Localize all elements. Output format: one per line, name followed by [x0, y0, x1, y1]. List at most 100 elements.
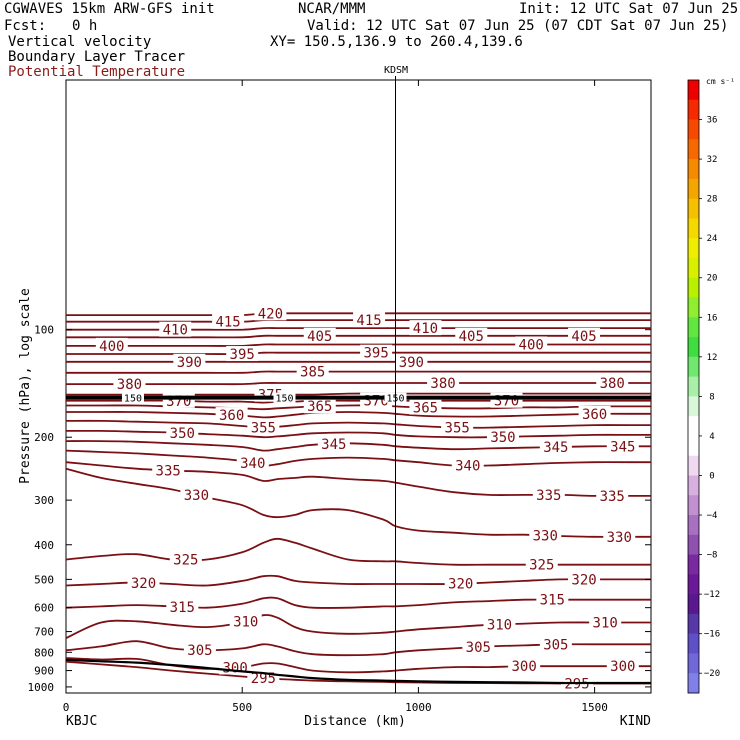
isentrope-label: 345 — [543, 440, 568, 456]
isentrope-label: 350 — [490, 430, 515, 446]
isentrope-label: 380 — [117, 377, 142, 393]
colorbar-label: 4 — [709, 432, 714, 442]
isentrope-label: 355 — [445, 421, 470, 437]
isentrope-label-bg — [539, 439, 572, 455]
colorbar-label: 12 — [707, 353, 718, 363]
y-tick-label: 300 — [34, 494, 54, 507]
colorbar-swatch — [688, 257, 699, 279]
isentrope-label-bg — [427, 374, 460, 390]
isentrope-label-bg — [455, 327, 488, 343]
isentrope-label: 305 — [466, 640, 491, 656]
isentrope-label: 415 — [356, 313, 381, 329]
isentrope-label: 345 — [610, 439, 635, 455]
colorbar-swatch — [688, 317, 699, 338]
isentrope-label: 325 — [173, 553, 198, 569]
y-tick-label: 1000 — [28, 681, 55, 694]
isentrope-405 — [65, 334, 651, 339]
isentrope-label: 400 — [99, 339, 124, 355]
isentrope-375 — [65, 392, 651, 396]
colorbar-label: 20 — [707, 274, 718, 284]
y-tick-label: 500 — [34, 573, 54, 586]
isentrope-label: 360 — [582, 407, 607, 423]
isentrope-label: 365 — [307, 399, 332, 415]
isentrope-label: 310 — [593, 615, 618, 631]
colorbar-unit: cm s⁻¹ — [706, 77, 735, 86]
y-tick-label: 700 — [34, 626, 54, 639]
isentrope-label: 355 — [251, 421, 276, 437]
isentrope-label: 320 — [131, 576, 156, 592]
x-tick-label: 1000 — [405, 701, 432, 714]
colorbar-swatch — [688, 337, 699, 358]
y-tick-label: 400 — [34, 539, 54, 552]
isentrope-label-bg — [596, 374, 629, 390]
station-left-label: KBJC — [66, 714, 97, 729]
isentrope-label-bg — [395, 353, 428, 369]
colorbar-swatch — [688, 99, 699, 120]
colorbar-frame — [687, 79, 700, 694]
isentrope-label-bg — [254, 305, 287, 321]
isentrope-label-bg — [578, 405, 611, 421]
isentrope-385 — [66, 370, 651, 374]
isentrope-355 — [65, 419, 651, 429]
colorbar-swatch — [688, 119, 699, 140]
colorbar-swatch — [688, 356, 699, 378]
isentrope-label: 320 — [448, 577, 473, 593]
station-mid-label: KDSM — [384, 65, 408, 76]
colorbar-swatch — [688, 376, 699, 397]
isentrope-420 — [66, 312, 651, 317]
isentrope-label: 300 — [610, 659, 635, 675]
isentrope-label-bg — [247, 419, 280, 435]
isentrope-label-bg — [353, 312, 386, 328]
fcst-label: Fcst: — [4, 18, 47, 34]
colorbar-swatch — [688, 139, 699, 160]
isentrope-label-bg — [444, 575, 477, 591]
isentrope-label: 295 — [251, 671, 276, 687]
y-tick-label: 600 — [34, 602, 54, 615]
tropopause-label-bg — [273, 392, 296, 403]
isentrope-label-bg — [525, 556, 558, 572]
colorbar-swatch — [688, 198, 699, 219]
colorbar-label: −12 — [704, 590, 720, 600]
isentrope-label: 405 — [459, 329, 484, 345]
isentrope-label: 335 — [156, 463, 181, 479]
x-tick-label: 500 — [232, 701, 252, 714]
isentrope-label-bg — [508, 658, 541, 674]
model-title: CGWAVES 15km ARW-GFS init — [4, 1, 215, 17]
isentrope-label: 350 — [170, 426, 195, 442]
y-tick-label: 800 — [34, 646, 54, 659]
isentrope-label-bg — [226, 346, 259, 362]
isentrope-label-bg — [451, 457, 484, 473]
isentrope-label-bg — [441, 419, 474, 435]
isentrope-label-bg — [532, 486, 565, 502]
isentrope-label-bg — [95, 337, 128, 353]
colorbar-swatch — [688, 515, 699, 536]
field-boundary-layer-tracer: Boundary Layer Tracer — [8, 49, 186, 65]
colorbar-swatch — [688, 653, 699, 674]
isentrope-label: 380 — [600, 376, 625, 392]
isentrope-label: 310 — [487, 617, 512, 633]
station-right-label: KIND — [620, 714, 651, 729]
colorbar-swatch — [688, 435, 699, 457]
isentrope-label: 380 — [430, 376, 455, 392]
isentrope-label-bg — [303, 398, 336, 414]
isentrope-label-bg — [536, 591, 569, 607]
isentrope-label-bg — [303, 327, 336, 343]
colorbar-label: −4 — [707, 511, 718, 521]
isentrope-380 — [65, 382, 651, 386]
tropopause-label-bg — [121, 392, 144, 403]
isentrope-label-bg — [568, 327, 601, 343]
isentrope-label: 405 — [307, 329, 332, 345]
isentrope-label-bg — [169, 551, 202, 567]
isentrope-label-bg — [515, 336, 548, 352]
y-axis-label: Pressure (hPa), log scale — [18, 288, 33, 484]
colorbar-label: −16 — [704, 630, 720, 640]
init-time: Init: 12 UTC Sat 07 Jun 25 — [519, 1, 739, 17]
isentrope-label-bg — [483, 616, 516, 632]
isentrope-label-bg — [212, 313, 245, 329]
isentrope-label-bg — [603, 528, 636, 544]
isentrope-label: 360 — [219, 408, 244, 424]
isentrope-label: 395 — [230, 347, 255, 363]
isentrope-360 — [66, 411, 651, 419]
isentrope-label-bg — [166, 424, 199, 440]
